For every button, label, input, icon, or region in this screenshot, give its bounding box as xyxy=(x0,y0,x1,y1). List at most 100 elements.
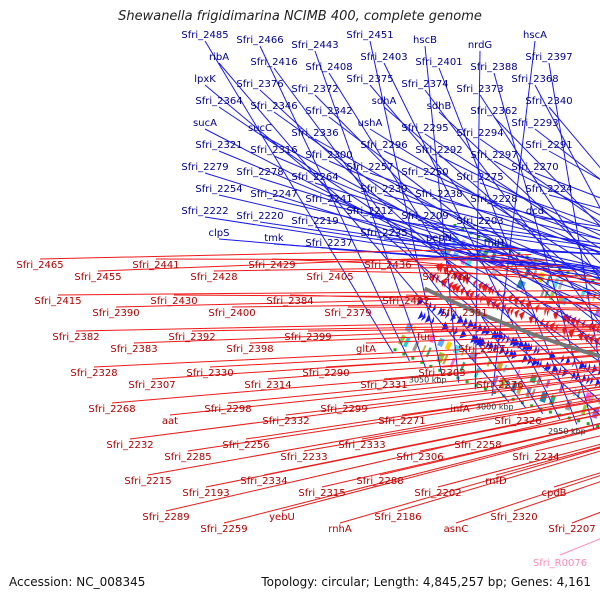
reverse-leader-line xyxy=(39,247,517,260)
forward-gene-label: Sfri_2292 xyxy=(415,145,462,156)
forward-leader-line xyxy=(369,172,600,253)
forward-leader-line xyxy=(328,204,600,268)
forward-gene-label: Sfri_2321 xyxy=(195,140,242,151)
forward-leader-line xyxy=(328,160,600,281)
reverse-gene-label: fur xyxy=(417,332,432,343)
genome-summary: Topology: circular; Length: 4,845,257 bp… xyxy=(261,575,591,589)
outer-category-block xyxy=(548,394,557,406)
forward-gene-arrow xyxy=(420,312,426,322)
forward-gene-arrow xyxy=(444,309,449,319)
reverse-gene-label: Sfri_2379 xyxy=(324,308,371,319)
reverse-leader-line xyxy=(115,294,600,308)
forward-leader-line xyxy=(534,84,600,209)
forward-gene-label: hscA xyxy=(523,30,547,41)
forward-gene-label: hscB xyxy=(413,35,437,46)
reverse-leader-line xyxy=(281,427,600,512)
outer-dot-track xyxy=(393,348,397,352)
outer-category-block xyxy=(558,384,565,393)
forward-gene-arrow xyxy=(476,323,483,333)
reverse-gene-label: Sfri_2330 xyxy=(186,368,233,379)
outer-category-block xyxy=(492,375,499,386)
outer-dot-track xyxy=(596,424,600,428)
forward-gene-label: Sfri_2219 xyxy=(291,216,338,227)
outer-dot-track xyxy=(548,410,552,414)
scale-tick-label: 2950 kbp xyxy=(548,427,586,436)
forward-leader-line xyxy=(259,177,600,286)
reverse-leader-line xyxy=(445,270,600,285)
forward-gene-arrow xyxy=(589,375,593,386)
forward-gene-label: Sfri_2239 xyxy=(360,184,407,195)
forward-gene-label: Sfri_2374 xyxy=(401,79,448,90)
inner-category-block xyxy=(557,279,564,290)
reverse-gene-arrow xyxy=(535,303,540,314)
reverse-gene-label: Sfri_2314 xyxy=(244,380,291,391)
reverse-leader-line xyxy=(361,397,600,440)
forward-leader-line xyxy=(259,133,600,318)
forward-leader-line xyxy=(273,111,600,346)
outer-category-block xyxy=(444,341,453,351)
forward-gene-label: pepN xyxy=(426,233,452,244)
reverse-gene-label: Sfri_2256 xyxy=(222,440,269,451)
reverse-leader-line xyxy=(169,369,600,416)
reverse-gene-arrow xyxy=(448,281,454,291)
forward-leader-line xyxy=(273,155,600,296)
forward-leader-line xyxy=(424,221,600,248)
reverse-gene-label: Sfri_2276 xyxy=(476,380,523,391)
reverse-gene-label: Sfri_2405 xyxy=(306,272,353,283)
reverse-gene-arrow xyxy=(496,288,501,298)
forward-gene-label: lpxK xyxy=(194,74,216,85)
reverse-leader-line xyxy=(383,360,600,380)
forward-gene-arrow xyxy=(484,339,490,350)
forward-gene-label: Sfri_2222 xyxy=(181,206,228,217)
reverse-gene-arrow xyxy=(510,306,515,317)
reverse-leader-line xyxy=(75,319,600,332)
forward-leader-line xyxy=(218,194,600,284)
reverse-gene-arrow xyxy=(553,310,559,320)
reverse-leader-line xyxy=(213,265,562,272)
outer-dot-track xyxy=(465,380,469,384)
reverse-gene-label: Sfri_2232 xyxy=(106,440,153,451)
reverse-gene-label: Sfri_2290 xyxy=(302,368,349,379)
forward-gene-arrow xyxy=(492,342,497,352)
reverse-gene-label: Sfri_2326 xyxy=(494,416,541,427)
forward-gene-arrow xyxy=(431,303,436,313)
forward-gene-label: Sfri_2224 xyxy=(525,184,572,195)
forward-leader-line xyxy=(369,40,443,376)
reverse-gene-arrow xyxy=(514,308,520,319)
scale-tick-label: 3050 kbp xyxy=(409,375,447,384)
reverse-gene-label: Sfri_2400 xyxy=(208,308,255,319)
reverse-gene-arrow xyxy=(519,311,526,321)
reverse-gene-label: Sfri_2333 xyxy=(338,440,385,451)
forward-gene-label: Sfri_2364 xyxy=(195,96,242,107)
reverse-gene-label: Sfri_2465 xyxy=(16,260,63,271)
forward-gene-label: Sfri_2408 xyxy=(305,62,352,73)
reverse-gene-label: Sfri_2207 xyxy=(548,524,595,535)
forward-gene-label: Sfri_2203 xyxy=(456,216,503,227)
forward-gene-label: Sfri_2278 xyxy=(236,167,283,178)
reverse-leader-line xyxy=(129,378,600,440)
forward-gene-arrow xyxy=(429,316,434,326)
forward-gene-arrow xyxy=(439,307,445,317)
reverse-gene-label: Sfri_2233 xyxy=(280,452,327,463)
forward-leader-line xyxy=(314,138,600,301)
forward-gene-label: Sfri_2451 xyxy=(346,30,393,41)
reverse-leader-line xyxy=(191,324,600,332)
forward-gene-arrow xyxy=(417,310,424,320)
reverse-leader-line xyxy=(397,450,600,512)
reverse-gene-arrow xyxy=(478,281,484,291)
reverse-leader-line xyxy=(339,447,600,524)
outer-dot-track xyxy=(438,368,442,372)
outer-dot-track xyxy=(483,387,487,391)
reverse-gene-label: Sfri_2441 xyxy=(132,260,179,271)
forward-gene-label: Sfri_2291 xyxy=(525,140,572,151)
forward-gene-label: Sfri_2275 xyxy=(456,172,503,183)
reverse-gene-label: Sfri_2327 xyxy=(458,344,505,355)
forward-gene-label: Sfri_2297 xyxy=(470,150,517,161)
reverse-gene-arrow xyxy=(588,334,595,345)
outer-dot-track xyxy=(420,360,424,364)
forward-gene-label: Sfri_2362 xyxy=(470,106,517,117)
forward-gene-label: Sfri_2300 xyxy=(305,150,352,161)
forward-gene-label: Sfri_2294 xyxy=(456,128,503,139)
scale-tick-label: 3000 kbp xyxy=(476,403,514,412)
